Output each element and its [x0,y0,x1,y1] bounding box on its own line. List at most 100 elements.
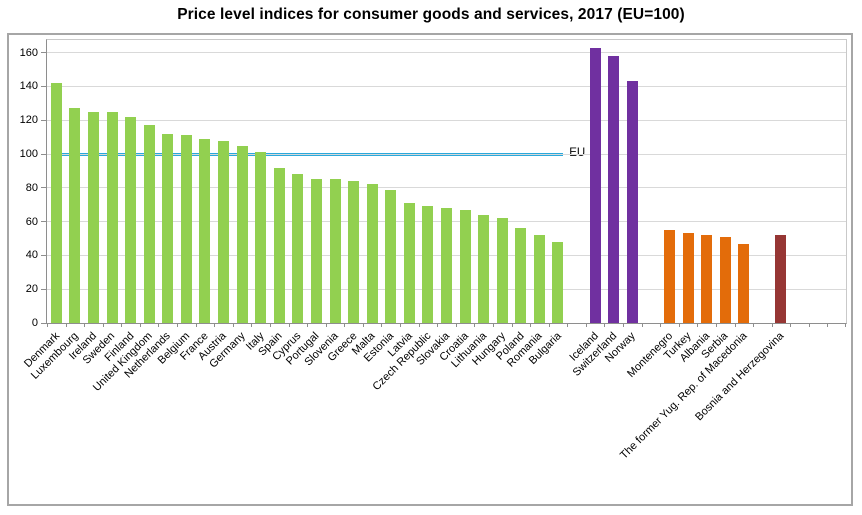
bar-bulgaria [552,241,564,323]
x-axis-tick [84,323,86,327]
bar-norway [626,81,638,323]
bar-france [199,138,211,323]
plot-area: EU 0 20 40 60 80 100 120 140 160 Denmark Luxembour… [20,39,847,462]
x-axis-tick [325,323,327,327]
x-axis-tick [158,323,160,327]
chart-frame: EU 0 20 40 60 80 100 120 140 160 Denmark Luxembour… [7,33,853,506]
bar-lithuania [478,214,490,323]
x-axis-tick [548,323,550,327]
bar-estonia [385,189,397,323]
x-axis-tick [214,323,216,327]
x-axis-tick [195,323,197,327]
bar-czech-republic [422,206,434,323]
bar-netherlands [162,133,174,323]
y-axis-label-0: 0 [31,317,38,329]
y-axis-tick-60 [41,221,47,223]
bar-montenegro [663,230,675,323]
bar-croatia [459,209,471,323]
x-axis-tick [641,323,643,327]
x-axis-tick [678,323,680,327]
eu-reference-line-label: EU [569,147,586,160]
x-axis-tick [660,323,662,327]
bar-bosnia-and-herzegovina [775,235,787,323]
x-axis-tick [604,323,606,327]
gridline-140 [47,85,846,87]
x-axis-tick [715,323,717,327]
x-axis-tick [65,323,67,327]
x-axis-tick [177,323,179,327]
gridline-120 [47,119,846,121]
bar-austria [218,140,230,323]
bar-finland [125,116,137,323]
bar-hungary [496,218,508,323]
bar-belgium [180,135,192,323]
x-axis-tick [102,323,104,327]
y-axis-tick-120 [41,119,47,121]
x-axis-tick [585,323,587,327]
x-axis-tick [771,323,773,327]
x-axis-tick [827,323,829,327]
bar-denmark [50,83,62,323]
x-axis-tick [567,323,569,327]
y-axis-tick-140 [41,85,47,87]
bar-slovenia [329,179,341,323]
bar-serbia [719,236,731,323]
x-axis-tick [623,323,625,327]
y-axis-label-120: 120 [19,114,38,127]
gridline-80 [47,187,846,189]
x-axis-tick [530,323,532,327]
bar-slovakia [441,208,452,323]
bar-latvia [403,203,415,323]
x-axis-tick [307,323,309,327]
x-axis-tick [753,323,755,327]
chart-title: Price level indices for consumer goods a… [177,6,685,23]
bar-switzerland [608,56,620,323]
y-axis-tick-20 [41,288,47,290]
x-axis-tick [400,323,402,327]
x-axis-tick [455,323,457,327]
y-axis-label-100: 100 [19,148,38,161]
bar-luxembourg [69,108,81,323]
y-axis-tick-100 [41,153,47,155]
bar-albania [701,235,713,323]
x-axis-tick [251,323,253,327]
x-axis-tick [381,323,383,327]
x-axis-tick [139,323,141,327]
x-axis-tick [121,323,123,327]
gridline-100 [47,153,846,155]
bar-the-former-yug-rep-of-macedonia [738,243,750,323]
y-axis-tick-160 [41,52,47,54]
bar-malta [366,184,378,323]
x-axis-tick [790,323,792,327]
y-axis-tick-40 [41,254,47,256]
x-axis-tick [288,323,290,327]
y-axis-label-160: 160 [19,46,38,59]
y-axis-label-60: 60 [25,215,38,228]
bar-united-kingdom [143,125,155,323]
x-axis-tick [437,323,439,327]
x-axis-tick [344,323,346,327]
y-axis-tick-0 [41,322,47,324]
x-axis-tick [734,323,736,327]
bar-germany [236,145,248,323]
bar-greece [348,181,360,323]
x-axis-tick [418,323,420,327]
x-axis-tick [232,323,234,327]
bar-cyprus [292,174,304,323]
x-axis-tick [845,323,846,327]
gridline-160 [47,52,846,54]
x-axis-tick [474,323,476,327]
bar-iceland [589,47,601,323]
x-axis-tick [269,323,271,327]
y-axis-tick-80 [41,187,47,189]
x-axis-tick [697,323,699,327]
bar-portugal [310,179,322,323]
bar-poland [515,228,527,323]
bar-ireland [87,111,99,323]
x-axis-tick [362,323,364,327]
y-axis-label-40: 40 [25,249,38,262]
y-axis-label-80: 80 [25,181,38,194]
x-axis-tick [808,323,810,327]
y-axis-label-20: 20 [25,283,38,296]
